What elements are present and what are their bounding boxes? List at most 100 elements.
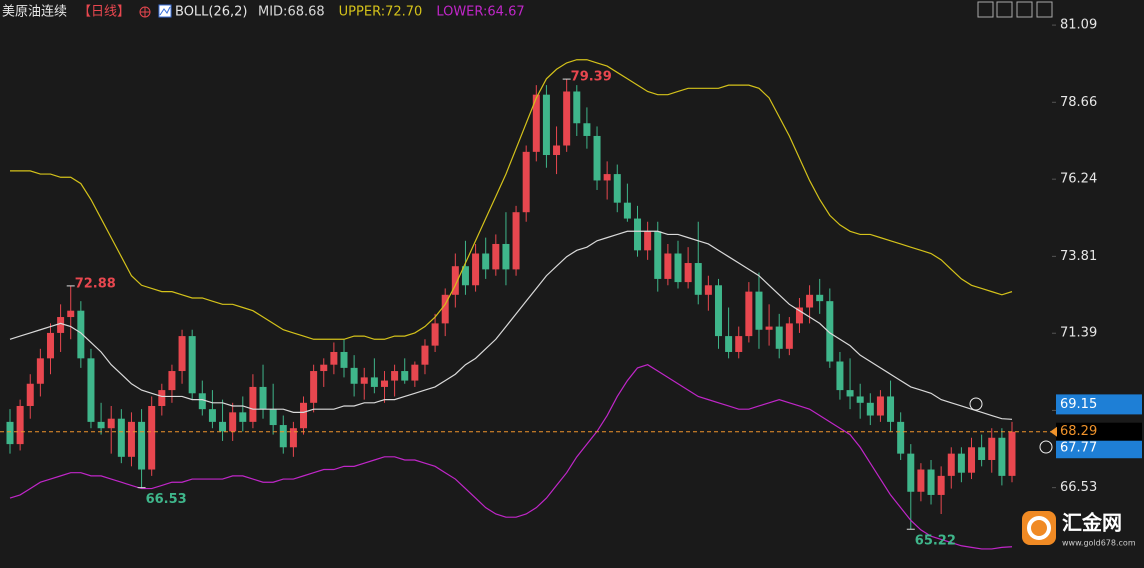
candle-body [613, 174, 621, 203]
chart-title: 美原油连续 [2, 4, 67, 20]
last-price-box [1056, 422, 1142, 441]
candle-body [441, 294, 449, 324]
candle-body [553, 145, 561, 156]
candle-body [87, 358, 95, 422]
tool-button[interactable] [977, 1, 994, 18]
candle-body [461, 266, 469, 286]
candle-body [785, 323, 793, 349]
candle-body [654, 231, 662, 279]
candle-body [876, 396, 884, 416]
candle-body [492, 243, 500, 270]
candle-body [634, 218, 642, 251]
band-line [9, 230, 1013, 420]
band-line [10, 59, 1013, 340]
logo-url: www.gold678.com [1062, 539, 1136, 548]
candle-body [158, 390, 166, 406]
candle-body [502, 243, 510, 270]
logo-name: 汇金网 [1062, 511, 1122, 535]
price-marker-label: 69.15 [1060, 397, 1097, 412]
watermark: 汇金网 www.gold678.com [1022, 511, 1136, 548]
candle-body [117, 418, 125, 457]
tool-button[interactable] [996, 1, 1013, 18]
candle-body [603, 174, 611, 181]
y-tick-label: 78.66 [1060, 95, 1097, 110]
legend-entry: LOWER:64.67 [436, 5, 524, 20]
legend-entry: MID:68.68 [258, 5, 325, 20]
candle-body [178, 336, 186, 372]
candle-body [310, 371, 318, 403]
candle-body [917, 469, 925, 492]
candle-body [826, 301, 834, 362]
candle-body [522, 151, 530, 213]
y-tick-label: 76.24 [1060, 172, 1097, 187]
candle-body [279, 425, 287, 448]
y-tick-label: 73.81 [1060, 249, 1097, 264]
candle-body [421, 345, 429, 365]
candle-body [6, 421, 14, 445]
candle-body [694, 263, 702, 295]
candle-body [340, 351, 348, 368]
tool-button[interactable] [1036, 1, 1053, 18]
logo [1022, 511, 1056, 545]
band-line [9, 364, 1013, 550]
tool-button[interactable] [1016, 1, 1033, 18]
candle-body [300, 402, 308, 429]
candle-body [947, 453, 955, 476]
last-price-label: 68.29 [1060, 424, 1097, 439]
candle-body [998, 437, 1006, 476]
annotation: 66.53 [146, 492, 187, 507]
toolbar [977, 1, 1053, 18]
candle-body [401, 371, 409, 381]
candle-body [704, 285, 712, 295]
candle-body [775, 326, 783, 349]
candle-body [391, 371, 399, 381]
candle-body [451, 266, 459, 295]
legend-entry: UPPER:72.70 [339, 5, 423, 20]
candle-body [532, 94, 540, 152]
marker-circle [1039, 440, 1053, 454]
price-marker-label: 67.77 [1060, 441, 1097, 456]
candle-body [229, 412, 237, 432]
candle-body [36, 358, 44, 384]
marker-circle [969, 397, 983, 411]
candle-body [127, 421, 135, 457]
candle-body [836, 361, 844, 391]
candle-body [138, 421, 146, 470]
annotation: 79.39 [571, 70, 612, 85]
indicator-name: BOLL(26,2) [175, 5, 248, 20]
candle-body [482, 253, 490, 270]
y-tick-label: 66.53 [1060, 480, 1097, 495]
candle-body [472, 253, 480, 286]
candle-body [937, 475, 945, 495]
candle-body [735, 336, 743, 352]
candle-body [887, 396, 895, 422]
add-icon[interactable] [139, 6, 151, 18]
candle-body [846, 390, 854, 397]
candle-body [289, 428, 297, 448]
candle-body [957, 453, 965, 473]
candle-body [219, 421, 227, 432]
indicator-icon-line [159, 6, 171, 16]
y-tick-label: 71.39 [1060, 326, 1097, 341]
candle-body [57, 317, 65, 333]
candle-body [816, 294, 824, 302]
period[interactable]: 【日线】 [78, 5, 130, 20]
candle-body [77, 310, 85, 359]
candle-body [148, 405, 156, 470]
candle-body [725, 336, 733, 352]
candle-body [664, 253, 672, 279]
candle-body [67, 310, 75, 318]
candle-body [573, 91, 581, 124]
candle-body [542, 94, 550, 156]
candle-body [583, 123, 591, 136]
candle-body [897, 421, 905, 454]
candle-body [350, 367, 358, 384]
candle-body [907, 453, 915, 492]
candle-body [208, 409, 216, 422]
y-tick-label: 81.09 [1060, 18, 1097, 33]
candle-body [46, 332, 54, 359]
candle-body [320, 364, 328, 372]
candle-body [684, 263, 692, 283]
candle-body [370, 377, 378, 387]
